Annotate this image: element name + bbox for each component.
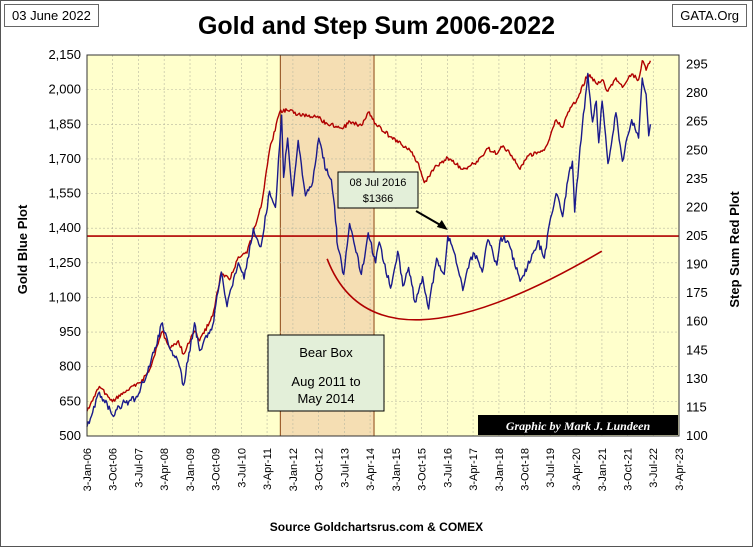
x-tick-label: 3-Oct-06 [108, 448, 120, 491]
left-tick-label: 1,400 [48, 220, 81, 235]
trend-arc [326, 250, 603, 321]
bear-box-range-end: May 2014 [297, 391, 354, 406]
source-note: Source Goldchartsrus.com & COMEX [269, 520, 484, 534]
step-sum-line [86, 60, 652, 412]
x-tick-label: 3-Apr-14 [365, 448, 377, 491]
right-tick-label: 235 [686, 171, 708, 186]
x-tick-label: 3-Apr-17 [468, 448, 480, 491]
right-tick-label: 175 [686, 285, 708, 300]
x-tick-label: 3-Jan-06 [82, 448, 94, 491]
x-tick-label: 3-Apr-23 [674, 448, 686, 491]
gold-line [86, 72, 652, 427]
right-tick-label: 205 [686, 228, 708, 243]
bear-box-label: Bear Box Aug 2011 to May 2014 [267, 334, 385, 412]
x-tick-label: 3-Jul-13 [339, 448, 351, 488]
x-tick-label: 3-Jan-18 [494, 448, 506, 491]
left-tick-label: 800 [59, 359, 81, 374]
right-tick-label: 145 [686, 342, 708, 357]
left-axis-title: Gold Blue Plot [15, 204, 30, 294]
x-tick-label: 3-Oct-18 [520, 448, 532, 491]
date-label: 03 June 2022 [4, 4, 99, 27]
left-tick-label: 2,150 [48, 47, 81, 62]
x-tick-label: 3-Oct-09 [211, 448, 223, 491]
left-tick-label: 1,100 [48, 289, 81, 304]
left-tick-label: 950 [59, 324, 81, 339]
x-tick-label: 3-Jan-15 [391, 448, 403, 491]
x-tick-label: 3-Apr-20 [571, 448, 583, 491]
left-tick-label: 650 [59, 393, 81, 408]
plot-border [86, 54, 680, 437]
x-tick-label: 3-Jan-12 [288, 448, 300, 491]
bear-box-title: Bear Box [299, 345, 353, 360]
x-tick-label: 3-Jan-09 [185, 448, 197, 491]
callout-date: 08 Jul 2016 [350, 177, 407, 189]
left-tick-label: 1,250 [48, 255, 81, 270]
site-credit: GATA.Org [672, 4, 747, 27]
x-tick-label: 3-Jul-19 [545, 448, 557, 488]
x-tick-label: 3-Oct-21 [623, 448, 635, 491]
x-tick-label: 3-Jul-22 [648, 448, 660, 488]
left-tick-label: 1,550 [48, 186, 81, 201]
right-tick-label: 100 [686, 428, 708, 443]
x-tick-label: 3-Jul-10 [236, 448, 248, 488]
x-tick-label: 3-Jul-07 [133, 448, 145, 488]
left-tick-label: 1,700 [48, 151, 81, 166]
right-tick-label: 190 [686, 257, 708, 272]
x-tick-label: 3-Apr-08 [159, 448, 171, 491]
chart-title: Gold and Step Sum 2006-2022 [197, 12, 556, 40]
x-tick-label: 3-Apr-11 [262, 448, 274, 490]
callout-price: $1366 [363, 193, 394, 205]
left-tick-label: 1,850 [48, 116, 81, 131]
x-tick-label: 3-Oct-12 [314, 448, 326, 491]
graphic-credit-text: Graphic by Mark J. Lundeen [506, 419, 651, 433]
graphic-credit: Graphic by Mark J. Lundeen [478, 415, 678, 435]
left-tick-label: 2,000 [48, 82, 81, 97]
right-tick-label: 130 [686, 371, 708, 386]
x-tick-label: 3-Jul-16 [442, 448, 454, 488]
right-tick-label: 115 [686, 399, 707, 414]
callout-jul-2016: 08 Jul 2016 $1366 [337, 171, 448, 231]
right-axis-title: Step Sum Red Plot [727, 191, 742, 308]
right-tick-label: 280 [686, 85, 708, 100]
right-tick-label: 250 [686, 142, 708, 157]
bear-box-range-start: Aug 2011 to [291, 374, 360, 389]
x-tick-label: 3-Jan-21 [597, 448, 609, 491]
right-tick-label: 265 [686, 114, 708, 129]
right-tick-label: 295 [686, 57, 708, 72]
x-tick-label: 3-Oct-15 [417, 448, 429, 491]
right-tick-label: 160 [686, 314, 708, 329]
left-tick-label: 500 [59, 428, 81, 443]
callout-arrowhead [436, 220, 448, 231]
right-tick-label: 220 [686, 199, 708, 214]
